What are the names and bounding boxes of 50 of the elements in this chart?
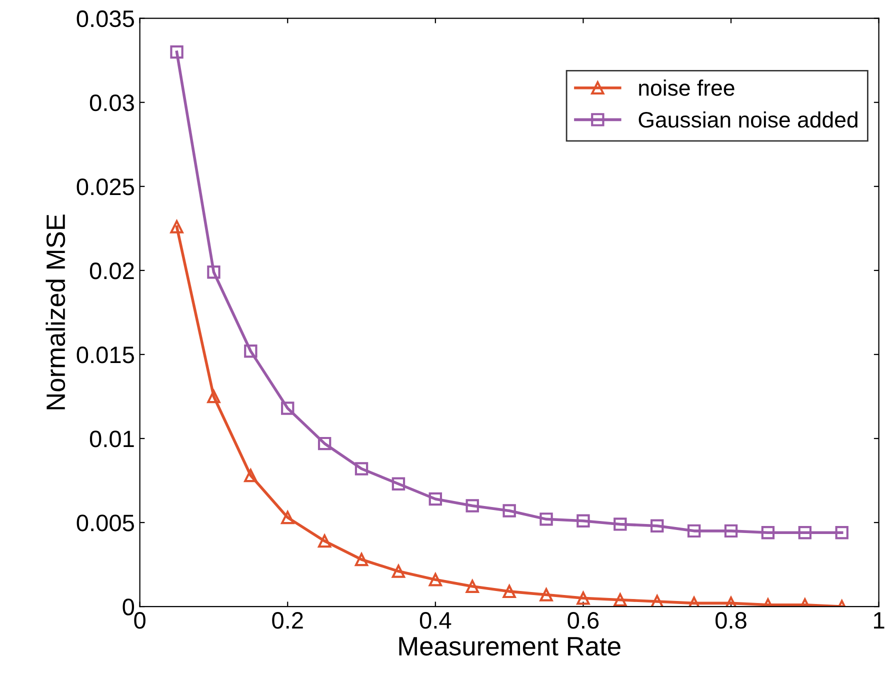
point bbox=[392, 564, 406, 578]
point bbox=[687, 524, 701, 538]
point bbox=[354, 462, 368, 476]
x-tick-label: 0.8 bbox=[716, 612, 746, 629]
point bbox=[466, 580, 479, 593]
point bbox=[318, 534, 332, 548]
x-tick-label: 0.6 bbox=[568, 612, 599, 629]
x-tick-label: 1 bbox=[874, 612, 884, 629]
y-tick-label: 0.035 bbox=[76, 10, 134, 28]
point bbox=[281, 402, 294, 415]
legend-label: Gaussian noise added bbox=[638, 111, 858, 128]
point bbox=[650, 519, 664, 532]
y-tick-label: 0.03 bbox=[90, 94, 134, 112]
point bbox=[281, 510, 294, 524]
y-tick-label: 0.005 bbox=[76, 514, 134, 532]
point bbox=[724, 524, 738, 538]
point bbox=[428, 492, 442, 506]
y-tick-label: 0.01 bbox=[90, 430, 134, 448]
point bbox=[392, 477, 406, 490]
y-tick-label: 0.025 bbox=[76, 178, 134, 196]
x-tick-label: 0.2 bbox=[272, 612, 303, 629]
point bbox=[540, 588, 553, 602]
y-tick-label: 0.015 bbox=[76, 346, 134, 364]
point bbox=[170, 220, 184, 234]
point bbox=[502, 504, 516, 518]
point bbox=[354, 552, 368, 566]
point bbox=[207, 266, 220, 279]
point bbox=[614, 593, 627, 606]
point bbox=[614, 518, 627, 531]
point bbox=[576, 592, 590, 605]
y-tick-label: 0.02 bbox=[90, 262, 134, 280]
y-tick-label: 0 bbox=[122, 598, 134, 616]
point bbox=[318, 436, 332, 450]
point bbox=[207, 390, 220, 404]
y-axis-title: Normalized MSE bbox=[46, 214, 66, 410]
point bbox=[761, 526, 775, 540]
point bbox=[244, 468, 258, 482]
legend-label: noise free bbox=[639, 80, 734, 96]
point bbox=[502, 584, 516, 598]
point bbox=[244, 344, 258, 358]
point bbox=[798, 526, 812, 540]
point bbox=[466, 499, 479, 512]
x-tick-label: 0.4 bbox=[420, 612, 452, 629]
point bbox=[576, 514, 590, 528]
point bbox=[540, 512, 553, 526]
point bbox=[170, 45, 184, 59]
point bbox=[428, 573, 442, 586]
x-tick-label: 0 bbox=[134, 612, 146, 629]
point bbox=[835, 526, 848, 540]
x-axis-title: Measurement Rate bbox=[399, 637, 620, 656]
